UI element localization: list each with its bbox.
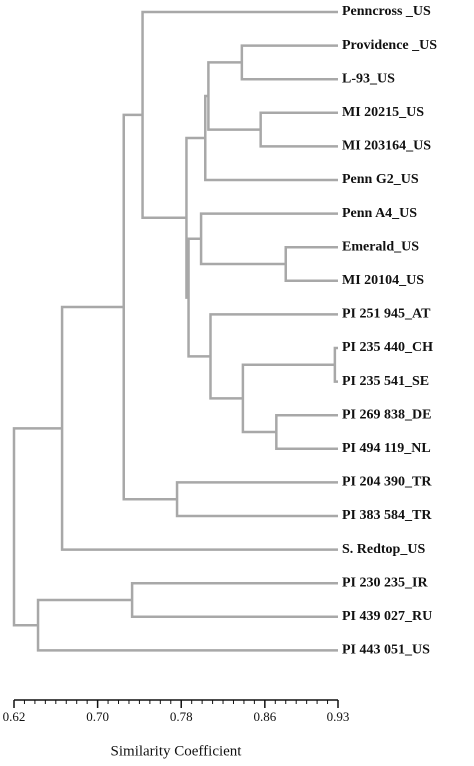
leaf-label: PI 230 235_IR: [342, 575, 428, 590]
leaf-label: PI 235 541_SE: [342, 374, 429, 389]
merge-link: [185, 136, 206, 299]
merge-link: [187, 237, 211, 358]
merge-link: [333, 346, 338, 383]
x-tick-label: 0.62: [3, 709, 26, 724]
leaf-label: PI 269 838_DE: [342, 407, 431, 422]
leaf-label: Emerald_US: [342, 239, 419, 254]
x-tick-label: 0.78: [170, 709, 193, 724]
merge-link: [141, 10, 338, 220]
merge-link: [122, 113, 178, 501]
merge-link: [241, 363, 335, 434]
x-axis-label: Similarity Coefficient: [111, 743, 243, 759]
leaf-label: MI 20215_US: [342, 105, 424, 120]
merge-link: [275, 413, 338, 451]
merge-link: [36, 598, 338, 652]
merge-link: [259, 111, 338, 148]
merge-link: [240, 44, 338, 81]
merge-link: [60, 305, 338, 551]
leaf-label: Penncross _US: [342, 4, 431, 19]
merge-link: [209, 313, 338, 400]
leaf-label: PI 494 119_NL: [342, 441, 431, 456]
x-tick-label: 0.93: [327, 709, 350, 724]
merge-link: [284, 245, 338, 283]
merge-link: [130, 581, 338, 619]
merge-link: [204, 94, 338, 182]
leaf-label: MI 20104_US: [342, 273, 424, 288]
leaf-label: PI 439 027_RU: [342, 609, 432, 624]
leaf-label: Penn G2_US: [342, 172, 419, 187]
leaf-label: PI 251 945_AT: [342, 307, 431, 322]
leaf-label: Providence _US: [342, 38, 437, 53]
x-tick-label: 0.70: [86, 709, 109, 724]
leaf-label: S. Redtop_US: [342, 542, 425, 557]
leaf-label: Penn A4_US: [342, 206, 417, 221]
leaf-label: L-93_US: [342, 71, 395, 86]
merge-link: [175, 481, 338, 518]
merge-link: [199, 212, 338, 266]
leaf-label: PI 443 051_US: [342, 643, 430, 658]
leaf-label: PI 204 390_TR: [342, 475, 432, 490]
x-tick-label: 0.86: [253, 709, 276, 724]
leaf-label: PI 383 584_TR: [342, 508, 432, 523]
leaf-label: PI 235 440_CH: [342, 340, 433, 355]
merge-link: [12, 427, 63, 627]
leaf-label: MI 203164_US: [342, 139, 431, 154]
merge-link: [207, 61, 261, 131]
